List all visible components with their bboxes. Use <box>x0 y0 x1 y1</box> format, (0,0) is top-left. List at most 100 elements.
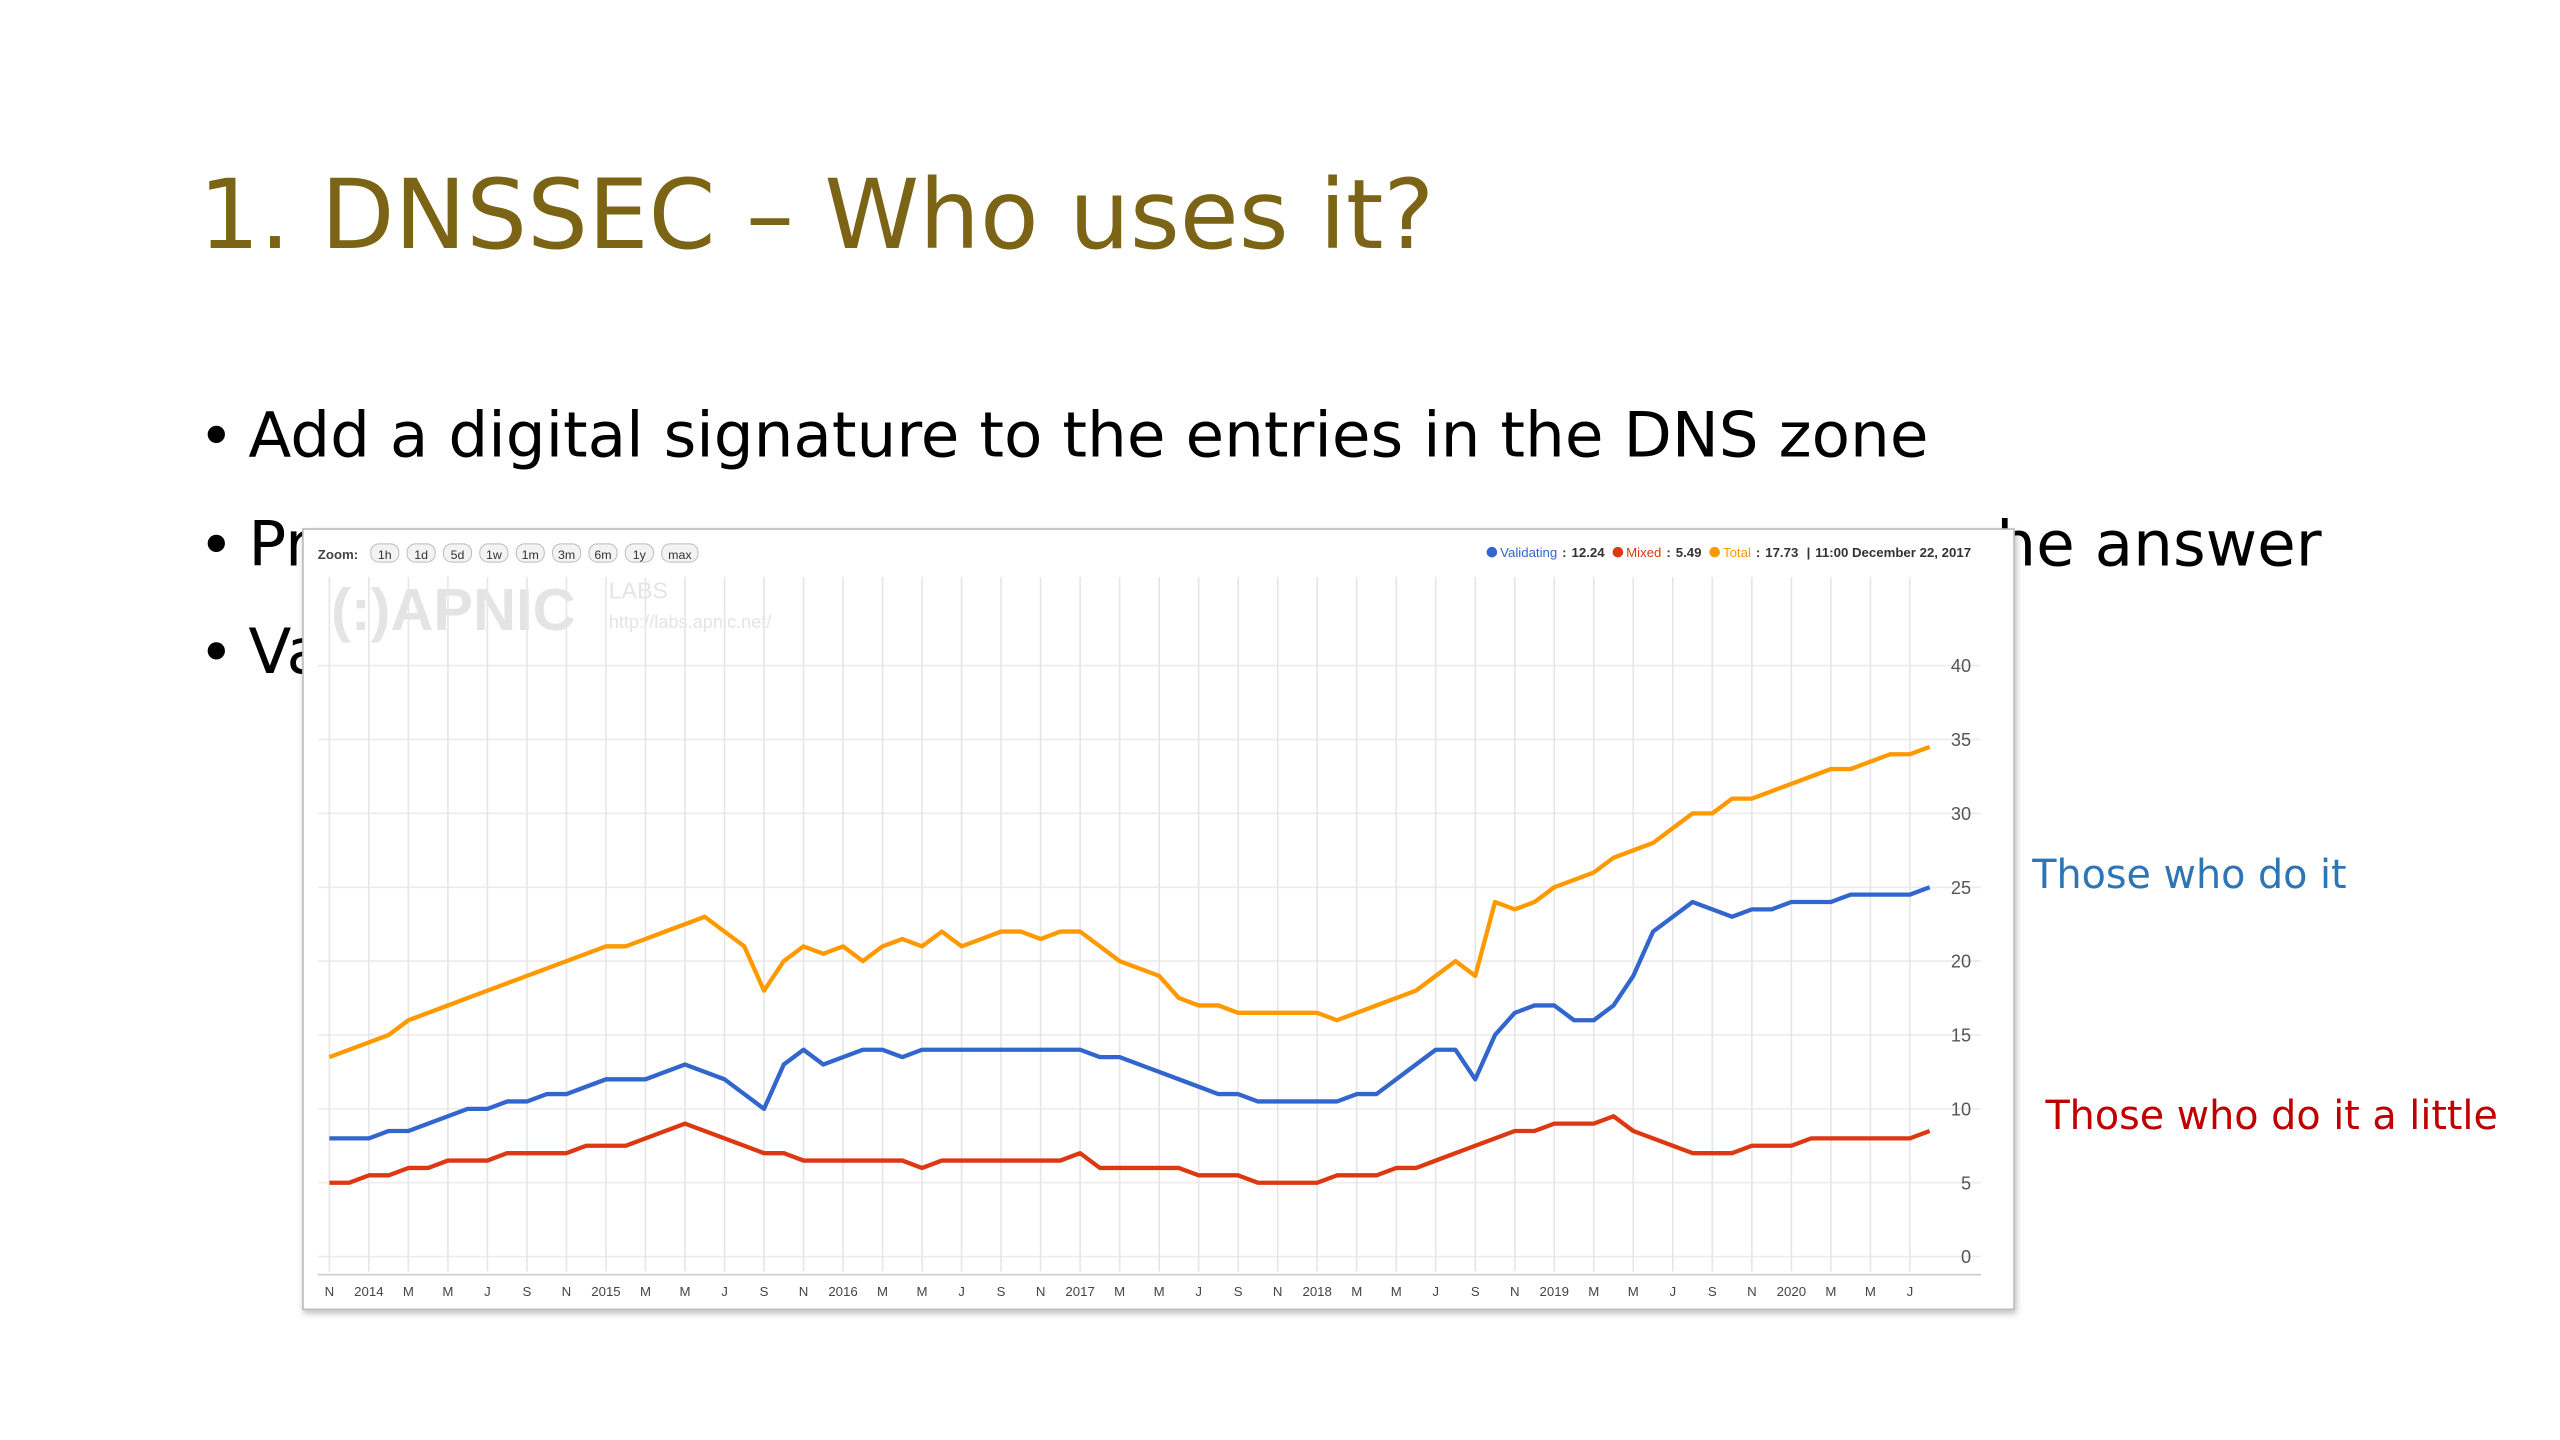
zoom-button[interactable] <box>515 543 545 563</box>
legend-label: Mixed <box>1626 545 1661 560</box>
zoom-button[interactable] <box>406 543 436 563</box>
x-tick-label: N <box>1273 1284 1283 1299</box>
x-tick-label: J <box>721 1284 728 1299</box>
plot-area <box>328 744 1931 1185</box>
x-tick-label: N <box>799 1284 809 1299</box>
legend-divider: | <box>1807 545 1811 560</box>
x-tick-label: M <box>1154 1284 1165 1299</box>
zoom-button[interactable] <box>624 543 654 563</box>
legend-label: Total <box>1723 545 1751 560</box>
x-tick-label: 2014 <box>354 1284 383 1299</box>
zoom-option[interactable]: 1y <box>633 548 647 562</box>
x-tick-label: M <box>1351 1284 1362 1299</box>
bullet-text: he answer <box>1996 507 2321 580</box>
data-line <box>329 885 1931 1141</box>
legend-value: 5.49 <box>1676 545 1702 560</box>
x-tick-label: S <box>1471 1284 1480 1299</box>
zoom-option[interactable]: max <box>668 548 692 562</box>
x-tick-label: J <box>1432 1284 1439 1299</box>
x-tick-label: N <box>1747 1284 1757 1299</box>
x-tick-label: M <box>1628 1284 1639 1299</box>
zoom-button[interactable] <box>370 543 400 563</box>
legend-time: 11:00 December 22, 2017 <box>1815 545 1971 560</box>
legend-marker <box>1486 546 1498 558</box>
x-tick-label: 2017 <box>1065 1284 1094 1299</box>
x-tick-label: M <box>877 1284 888 1299</box>
x-tick-label: J <box>1907 1284 1914 1299</box>
legend-separator: : <box>1756 545 1760 560</box>
x-tick-label: 2015 <box>591 1284 620 1299</box>
zoom-button[interactable] <box>479 543 509 563</box>
x-tick-label: N <box>1510 1284 1520 1299</box>
x-tick-label: M <box>1391 1284 1402 1299</box>
x-tick-label: N <box>562 1284 572 1299</box>
y-tick-label: 10 <box>1951 1099 1971 1119</box>
x-tick-label: M <box>403 1284 414 1299</box>
bullet-text: Add a digital signature to the entries i… <box>248 398 1928 471</box>
bullet-text: Pr <box>248 507 311 580</box>
x-tick-label: J <box>958 1284 965 1299</box>
data-line <box>328 744 1931 1060</box>
zoom-option[interactable]: 5d <box>451 548 465 562</box>
annotation: Those who do it <box>2031 852 2346 898</box>
zoom-option[interactable]: 1h <box>378 548 392 562</box>
x-tick-label: J <box>484 1284 491 1299</box>
legend-value: 12.24 <box>1572 545 1606 560</box>
x-tick-label: M <box>1825 1284 1836 1299</box>
y-tick-label: 35 <box>1951 730 1971 750</box>
zoom-option[interactable]: 6m <box>594 548 611 562</box>
zoom-label: Zoom: <box>318 547 358 562</box>
legend: Validating:12.24 Mixed:5.49 Total:17.73 | 11… <box>1486 545 1971 560</box>
legend-separator: : <box>1666 545 1670 560</box>
bullet-symbol: • <box>199 619 234 688</box>
y-tick-label: 0 <box>1961 1247 1971 1267</box>
chart: Zoom: 1h 1d 5d 1w 1m 3m 6m 1y max (:)APNIC LABS http… <box>302 528 2015 1311</box>
x-tick-label: M <box>442 1284 453 1299</box>
x-tick-label: 2018 <box>1302 1284 1331 1299</box>
legend-label: Validating <box>1500 545 1557 560</box>
x-tick-label: M <box>917 1284 928 1299</box>
legend-value: 17.73 <box>1765 545 1798 560</box>
x-tick-label: M <box>1865 1284 1876 1299</box>
watermark-logo: (:)APNIC <box>331 576 576 643</box>
zoom-button[interactable] <box>552 543 582 563</box>
watermark-sub: LABS <box>609 577 668 603</box>
x-tick-label: M <box>679 1284 690 1299</box>
x-tick-label: J <box>1670 1284 1677 1299</box>
legend-separator: : <box>1562 545 1566 560</box>
bullet-list: • Add a digital signature to the entries … <box>199 398 2322 688</box>
slide-title: 1. DNSSEC – Who uses it? <box>199 159 1435 271</box>
x-tick-label: S <box>1708 1284 1717 1299</box>
zoom-button[interactable] <box>661 543 699 563</box>
x-tick-label: 2016 <box>828 1284 857 1299</box>
y-tick-label: 40 <box>1951 656 1971 676</box>
watermark-url: http://labs.apnic.net/ <box>609 612 773 632</box>
legend-marker <box>1709 546 1720 558</box>
zoom-option[interactable]: 1d <box>414 548 428 562</box>
x-tick-label: M <box>1588 1284 1599 1299</box>
x-tick-label: N <box>1036 1284 1046 1299</box>
y-tick-label: 25 <box>1951 878 1971 898</box>
x-tick-label: 2019 <box>1540 1284 1569 1299</box>
x-tick-label: M <box>1114 1284 1125 1299</box>
x-tick-label: N <box>325 1284 335 1299</box>
y-tick-label: 20 <box>1951 952 1971 972</box>
zoom-button[interactable] <box>442 543 473 563</box>
y-tick-label: 30 <box>1951 804 1971 824</box>
data-line <box>329 1114 1931 1185</box>
annotation: Those who do it a little <box>2044 1093 2497 1139</box>
x-tick-label: S <box>760 1284 769 1299</box>
x-tick-label: J <box>1195 1284 1202 1299</box>
zoom-option[interactable]: 1m <box>522 548 539 562</box>
legend-marker <box>1612 546 1624 558</box>
bullet-symbol: • <box>199 511 234 580</box>
zoom-option[interactable]: 1w <box>486 548 502 562</box>
y-tick-label: 15 <box>1951 1026 1971 1046</box>
zoom-option[interactable]: 3m <box>558 548 575 562</box>
x-tick-label: M <box>640 1284 651 1299</box>
zoom-button[interactable] <box>588 543 618 563</box>
x-tick-label: 2020 <box>1777 1284 1806 1299</box>
x-tick-label: S <box>1234 1284 1243 1299</box>
